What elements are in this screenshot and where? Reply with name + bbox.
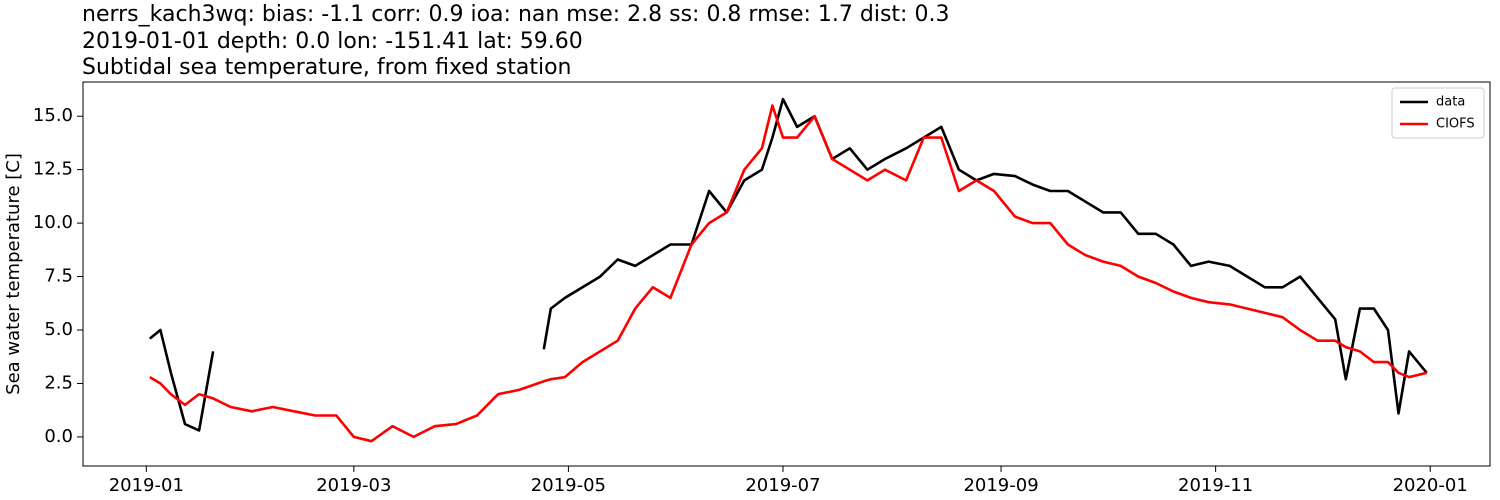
x-tick-label: 2019-03 bbox=[316, 475, 391, 496]
series-line bbox=[149, 104, 1428, 443]
title-line: nerrs_kach3wq: bias: -1.1 corr: 0.9 ioa:… bbox=[82, 2, 949, 27]
axes-frame bbox=[82, 81, 1491, 467]
y-tick-label: 2.5 bbox=[44, 372, 73, 393]
y-tick-label: 7.5 bbox=[44, 266, 73, 287]
y-axis-label: Sea water temperature [C] bbox=[3, 153, 24, 395]
y-tick-label: 12.5 bbox=[33, 159, 73, 180]
x-tick-label: 2020-01 bbox=[1393, 475, 1468, 496]
y-tick-label: 5.0 bbox=[44, 319, 73, 340]
legend-label: CIOFS bbox=[1436, 117, 1475, 132]
x-tick-label: 2019-07 bbox=[745, 475, 820, 496]
y-tick-label: 15.0 bbox=[33, 105, 73, 126]
series-line bbox=[148, 97, 1428, 432]
x-tick-label: 2019-01 bbox=[109, 475, 184, 496]
x-tick-label: 2019-09 bbox=[963, 475, 1038, 496]
y-tick-label: 0.0 bbox=[44, 426, 73, 447]
x-tick-label: 2019-11 bbox=[1178, 475, 1253, 496]
title-line: Subtidal sea temperature, from fixed sta… bbox=[82, 55, 572, 80]
legend-box bbox=[1391, 87, 1485, 139]
title-line: 2019-01-01 depth: 0.0 lon: -151.41 lat: … bbox=[82, 29, 583, 54]
y-tick-label: 10.0 bbox=[33, 212, 73, 233]
x-tick-label: 2019-05 bbox=[531, 475, 606, 496]
legend-label: data bbox=[1436, 95, 1465, 110]
